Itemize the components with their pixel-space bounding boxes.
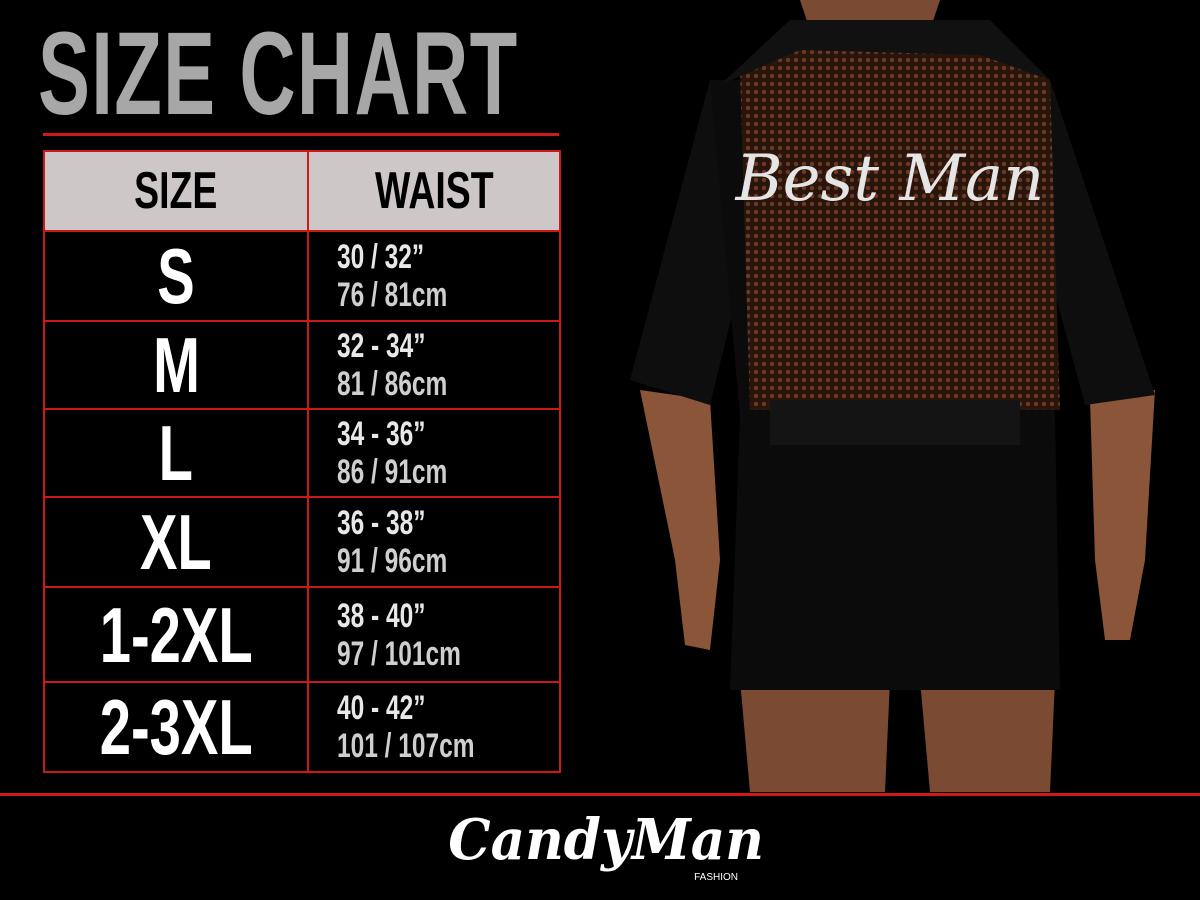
table-row: S 30 / 32” 76 / 81cm <box>43 230 561 322</box>
header-waist: WAIST <box>307 150 561 232</box>
table-row: 1-2XL 38 - 40” 97 / 101cm <box>43 586 561 683</box>
size-cell: 1-2XL <box>43 586 309 683</box>
waist-cell: 36 - 38” 91 / 96cm <box>307 496 561 588</box>
size-cell: 2-3XL <box>43 681 309 773</box>
bottom-divider <box>0 793 1200 796</box>
table-row: L 34 - 36” 86 / 91cm <box>43 408 561 498</box>
waist-cell: 38 - 40” 97 / 101cm <box>307 586 561 683</box>
left-arm <box>640 390 720 650</box>
size-table: SIZE WAIST S 30 / 32” 76 / 81cm M 32 - 34… <box>43 150 561 773</box>
size-cell: S <box>43 230 309 322</box>
waist-cell: 32 - 34” 81 / 86cm <box>307 320 561 410</box>
back-print: Best Man <box>735 142 1045 216</box>
waist-cell: 30 / 32” 76 / 81cm <box>307 230 561 322</box>
page-title: SIZE CHART <box>38 8 519 140</box>
brand-logo: CandyMan FASHION <box>448 807 764 883</box>
waist-cell: 34 - 36” 86 / 91cm <box>307 408 561 498</box>
collar <box>720 20 1050 85</box>
belt <box>770 400 1020 445</box>
legs <box>740 680 1055 792</box>
waist-cell: 40 - 42” 101 / 107cm <box>307 681 561 773</box>
mesh-panel <box>740 40 1060 410</box>
product-photo: Best Man <box>630 0 1155 792</box>
title-divider <box>43 133 559 136</box>
size-cell: XL <box>43 496 309 588</box>
right-sleeve <box>1030 80 1155 405</box>
table-row: XL 36 - 38” 91 / 96cm <box>43 496 561 588</box>
table-header: SIZE WAIST <box>43 150 561 232</box>
right-arm <box>1090 390 1155 640</box>
header-size: SIZE <box>43 150 309 232</box>
size-cell: L <box>43 408 309 498</box>
table-row: 2-3XL 40 - 42” 101 / 107cm <box>43 681 561 773</box>
table-row: M 32 - 34” 81 / 86cm <box>43 320 561 410</box>
size-cell: M <box>43 320 309 410</box>
